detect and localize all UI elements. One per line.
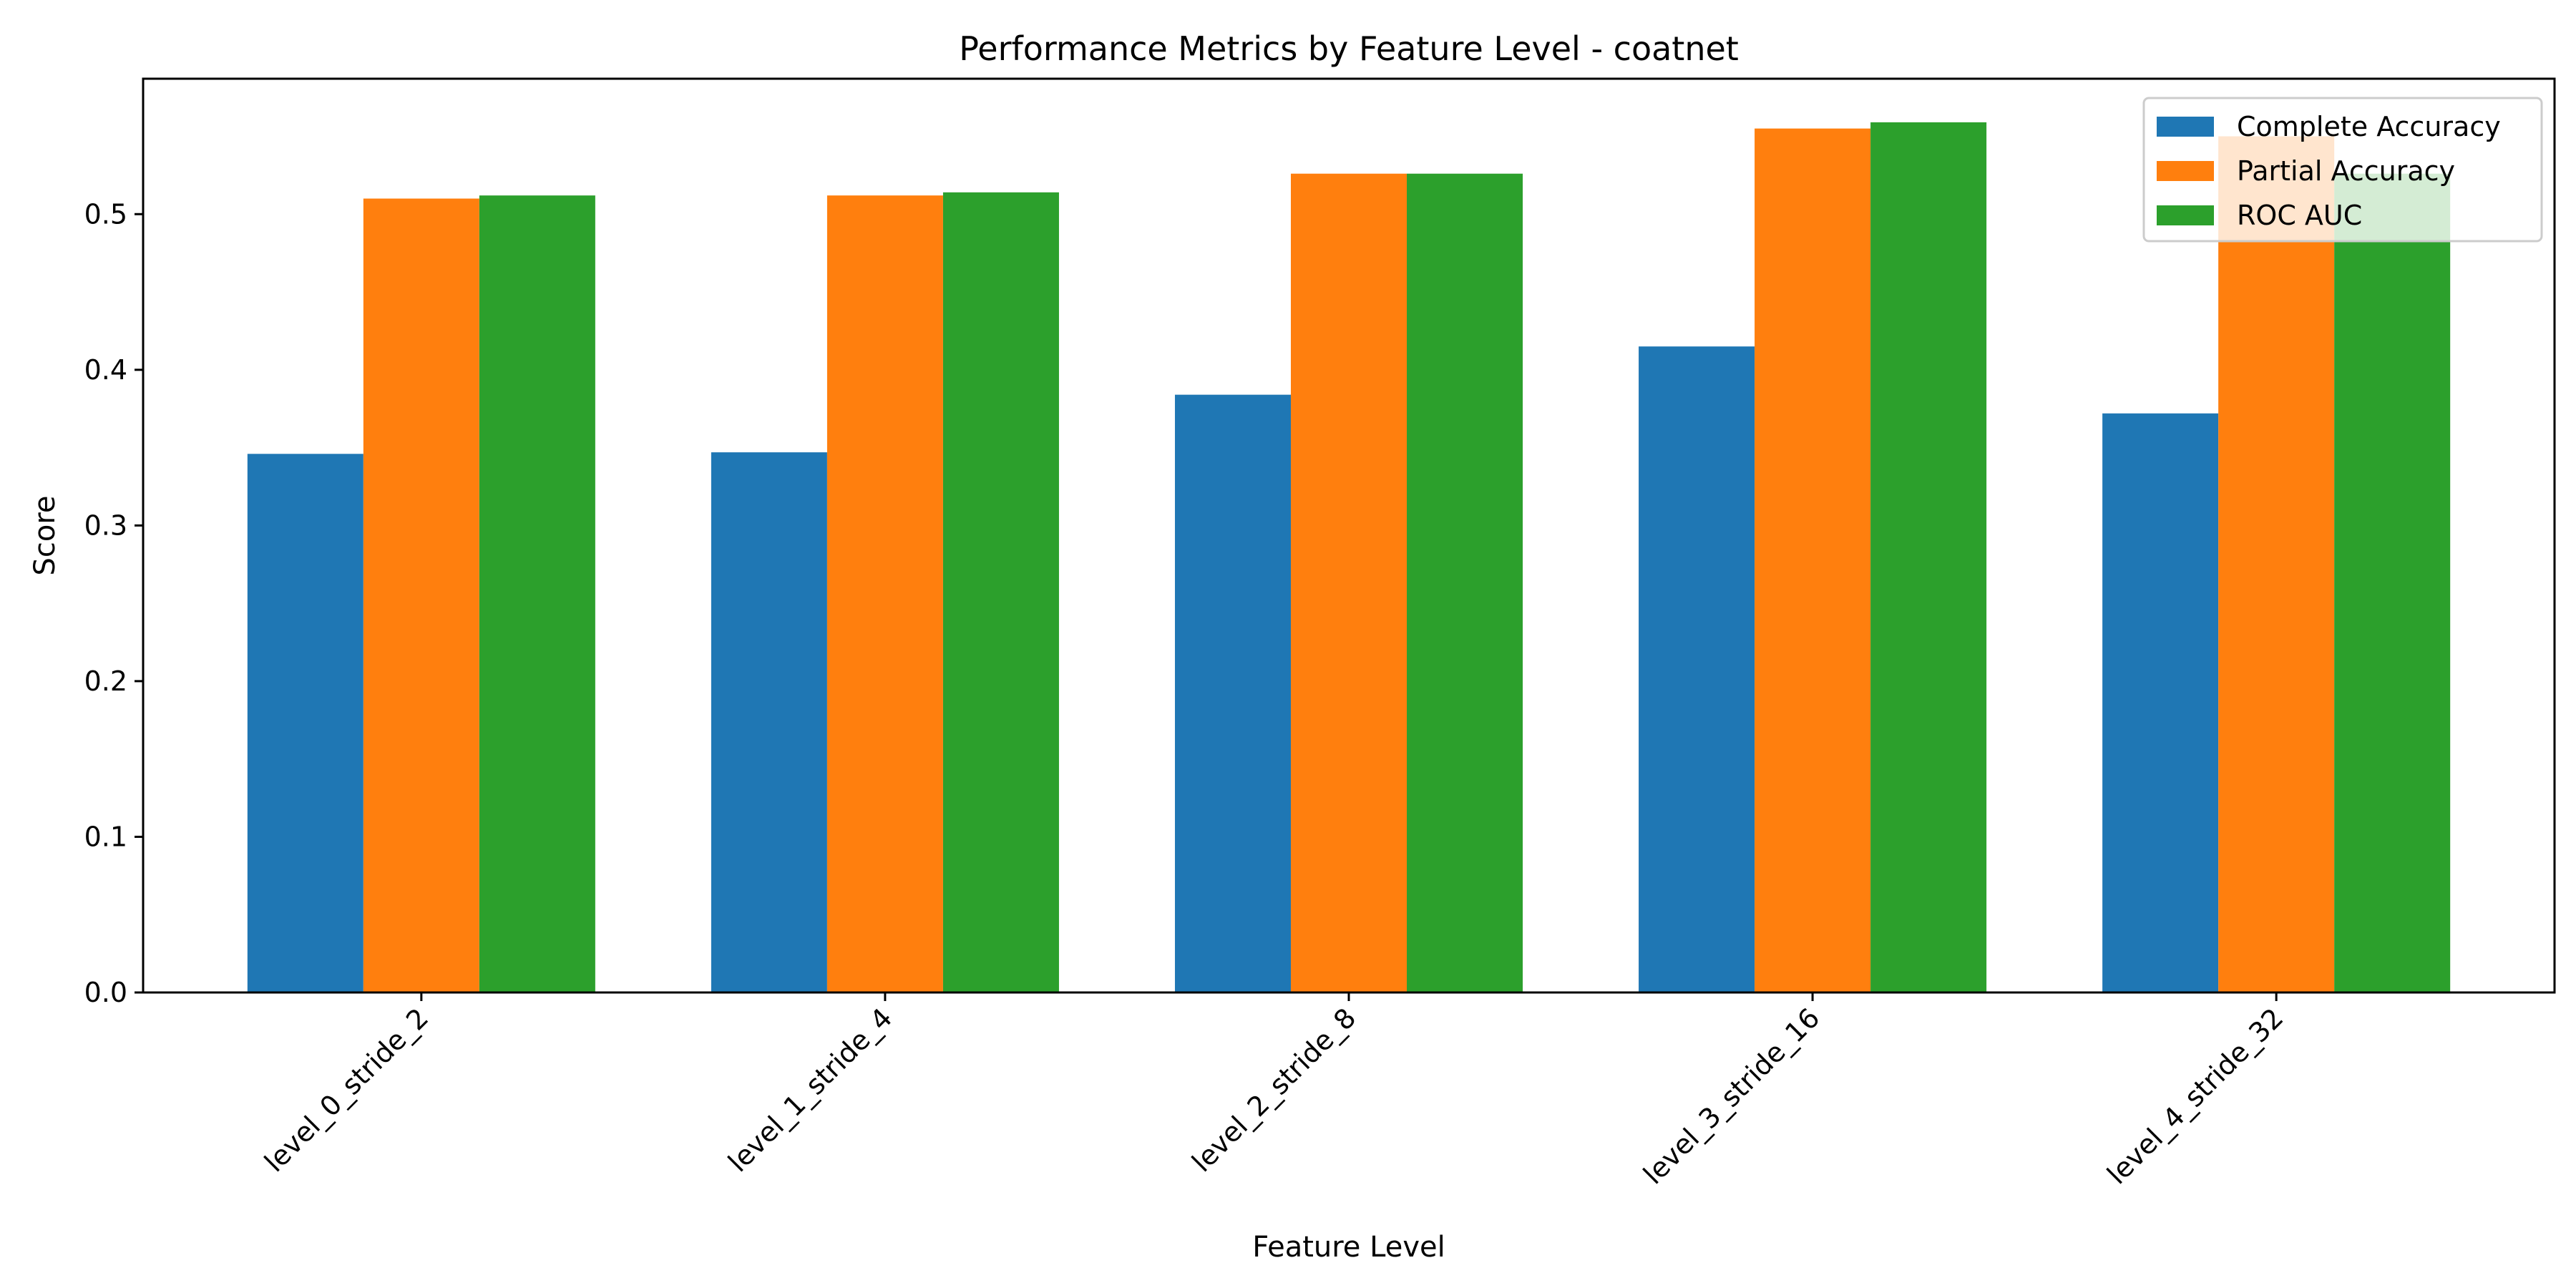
bar-complete-accuracy-level_2_stride_8 <box>1174 394 1291 992</box>
legend-label-partial-accuracy: Partial Accuracy <box>2237 155 2455 187</box>
y-axis-label: Score <box>29 495 62 575</box>
y-axis: 0.0 0.1 0.2 0.3 0.4 0.5 <box>84 198 143 1008</box>
bar-roc-auc-level_2_stride_8 <box>1407 173 1523 992</box>
y-tick-label: 0.4 <box>84 354 127 386</box>
y-tick-label: 0.5 <box>84 198 127 230</box>
y-tick-label: 0.3 <box>84 509 127 541</box>
bar-roc-auc-level_1_stride_4 <box>942 192 1059 992</box>
y-tick-label: 0.2 <box>84 665 127 697</box>
legend-label-complete-accuracy: Complete Accuracy <box>2237 111 2501 142</box>
x-axis-label: Feature Level <box>1252 1231 1445 1264</box>
y-tick-label: 0.1 <box>84 821 127 852</box>
bar-partial-accuracy-level_2_stride_8 <box>1290 173 1407 992</box>
bar-roc-auc-level_3_stride_16 <box>1870 122 1987 993</box>
legend: Complete Accuracy Partial Accuracy ROC AUC <box>2142 97 2543 243</box>
legend-swatch-roc-auc <box>2157 205 2214 225</box>
bar-complete-accuracy-level_3_stride_16 <box>1639 346 1755 993</box>
legend-label-roc-auc: ROC AUC <box>2237 200 2362 231</box>
bar-complete-accuracy-level_0_stride_2 <box>247 454 364 992</box>
bar-complete-accuracy-level_1_stride_4 <box>711 452 827 992</box>
bar-roc-auc-level_0_stride_2 <box>479 195 595 992</box>
bar-partial-accuracy-level_1_stride_4 <box>826 195 943 992</box>
legend-box <box>2142 97 2543 243</box>
bar-partial-accuracy-level_3_stride_16 <box>1755 128 1871 992</box>
bar-partial-accuracy-level_0_stride_2 <box>363 198 479 992</box>
chart-title: Performance Metrics by Feature Level - c… <box>959 29 1739 68</box>
legend-swatch-complete-accuracy <box>2157 117 2214 137</box>
y-tick-label: 0.0 <box>84 977 127 1008</box>
bar-roc-auc-level_4_stride_32 <box>2334 173 2451 992</box>
bar-complete-accuracy-level_4_stride_32 <box>2102 413 2219 992</box>
bars-layer <box>247 122 2451 993</box>
legend-swatch-partial-accuracy <box>2157 161 2214 181</box>
bar-partial-accuracy-level_4_stride_32 <box>2218 136 2335 993</box>
